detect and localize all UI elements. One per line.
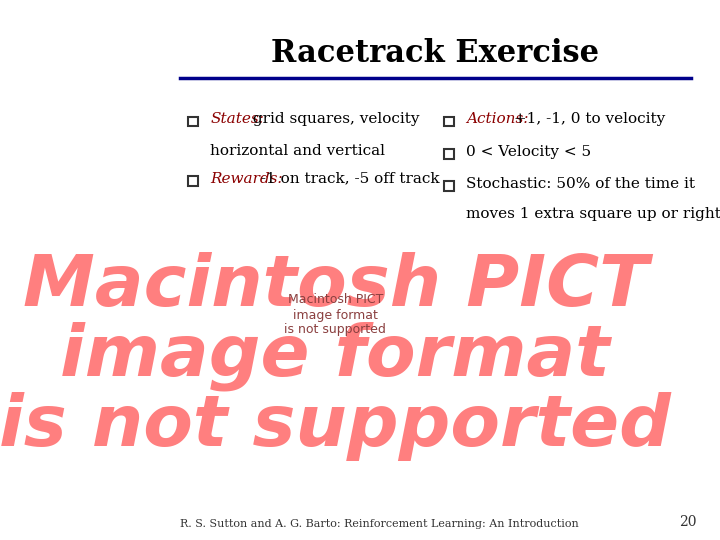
Text: -1 on track, -5 off track: -1 on track, -5 off track xyxy=(256,172,440,186)
Text: is not supported: is not supported xyxy=(0,392,671,461)
Text: horizontal and vertical: horizontal and vertical xyxy=(210,144,385,158)
Bar xyxy=(188,176,198,186)
Bar xyxy=(444,149,454,159)
Text: States:: States: xyxy=(210,112,264,126)
Bar xyxy=(188,117,198,126)
Text: Rewards:: Rewards: xyxy=(210,172,283,186)
Text: 20: 20 xyxy=(679,515,697,529)
Text: Stochastic: 50% of the time it: Stochastic: 50% of the time it xyxy=(466,177,695,191)
Text: grid squares, velocity: grid squares, velocity xyxy=(248,112,420,126)
Text: image format: image format xyxy=(293,309,378,322)
Text: Macintosh PICT: Macintosh PICT xyxy=(22,252,648,321)
Text: is not supported: is not supported xyxy=(284,323,386,336)
Bar xyxy=(444,181,454,191)
Text: +1, -1, 0 to velocity: +1, -1, 0 to velocity xyxy=(509,112,665,126)
Bar xyxy=(444,117,454,126)
Text: Macintosh PICT: Macintosh PICT xyxy=(287,293,383,306)
Text: Racetrack Exercise: Racetrack Exercise xyxy=(271,38,600,69)
Text: moves 1 extra square up or right: moves 1 extra square up or right xyxy=(466,207,720,221)
Text: image format: image format xyxy=(60,322,610,391)
Text: R. S. Sutton and A. G. Barto: Reinforcement Learning: An Introduction: R. S. Sutton and A. G. Barto: Reinforcem… xyxy=(179,519,578,529)
Text: 0 < Velocity < 5: 0 < Velocity < 5 xyxy=(466,145,591,159)
Text: Actions:: Actions: xyxy=(466,112,528,126)
